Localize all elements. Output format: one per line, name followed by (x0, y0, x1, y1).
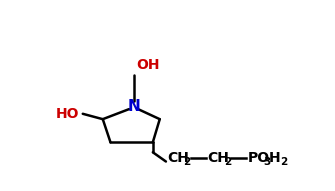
Text: HO: HO (56, 107, 80, 121)
Text: 3: 3 (264, 157, 271, 167)
Text: CH: CH (168, 151, 189, 165)
Text: 2: 2 (280, 157, 287, 167)
Text: PO: PO (248, 151, 270, 165)
Text: 2: 2 (184, 157, 191, 167)
Text: H: H (269, 151, 281, 165)
Text: CH: CH (207, 151, 229, 165)
Text: OH: OH (137, 58, 160, 72)
Text: 2: 2 (224, 157, 231, 167)
Text: N: N (127, 99, 140, 114)
